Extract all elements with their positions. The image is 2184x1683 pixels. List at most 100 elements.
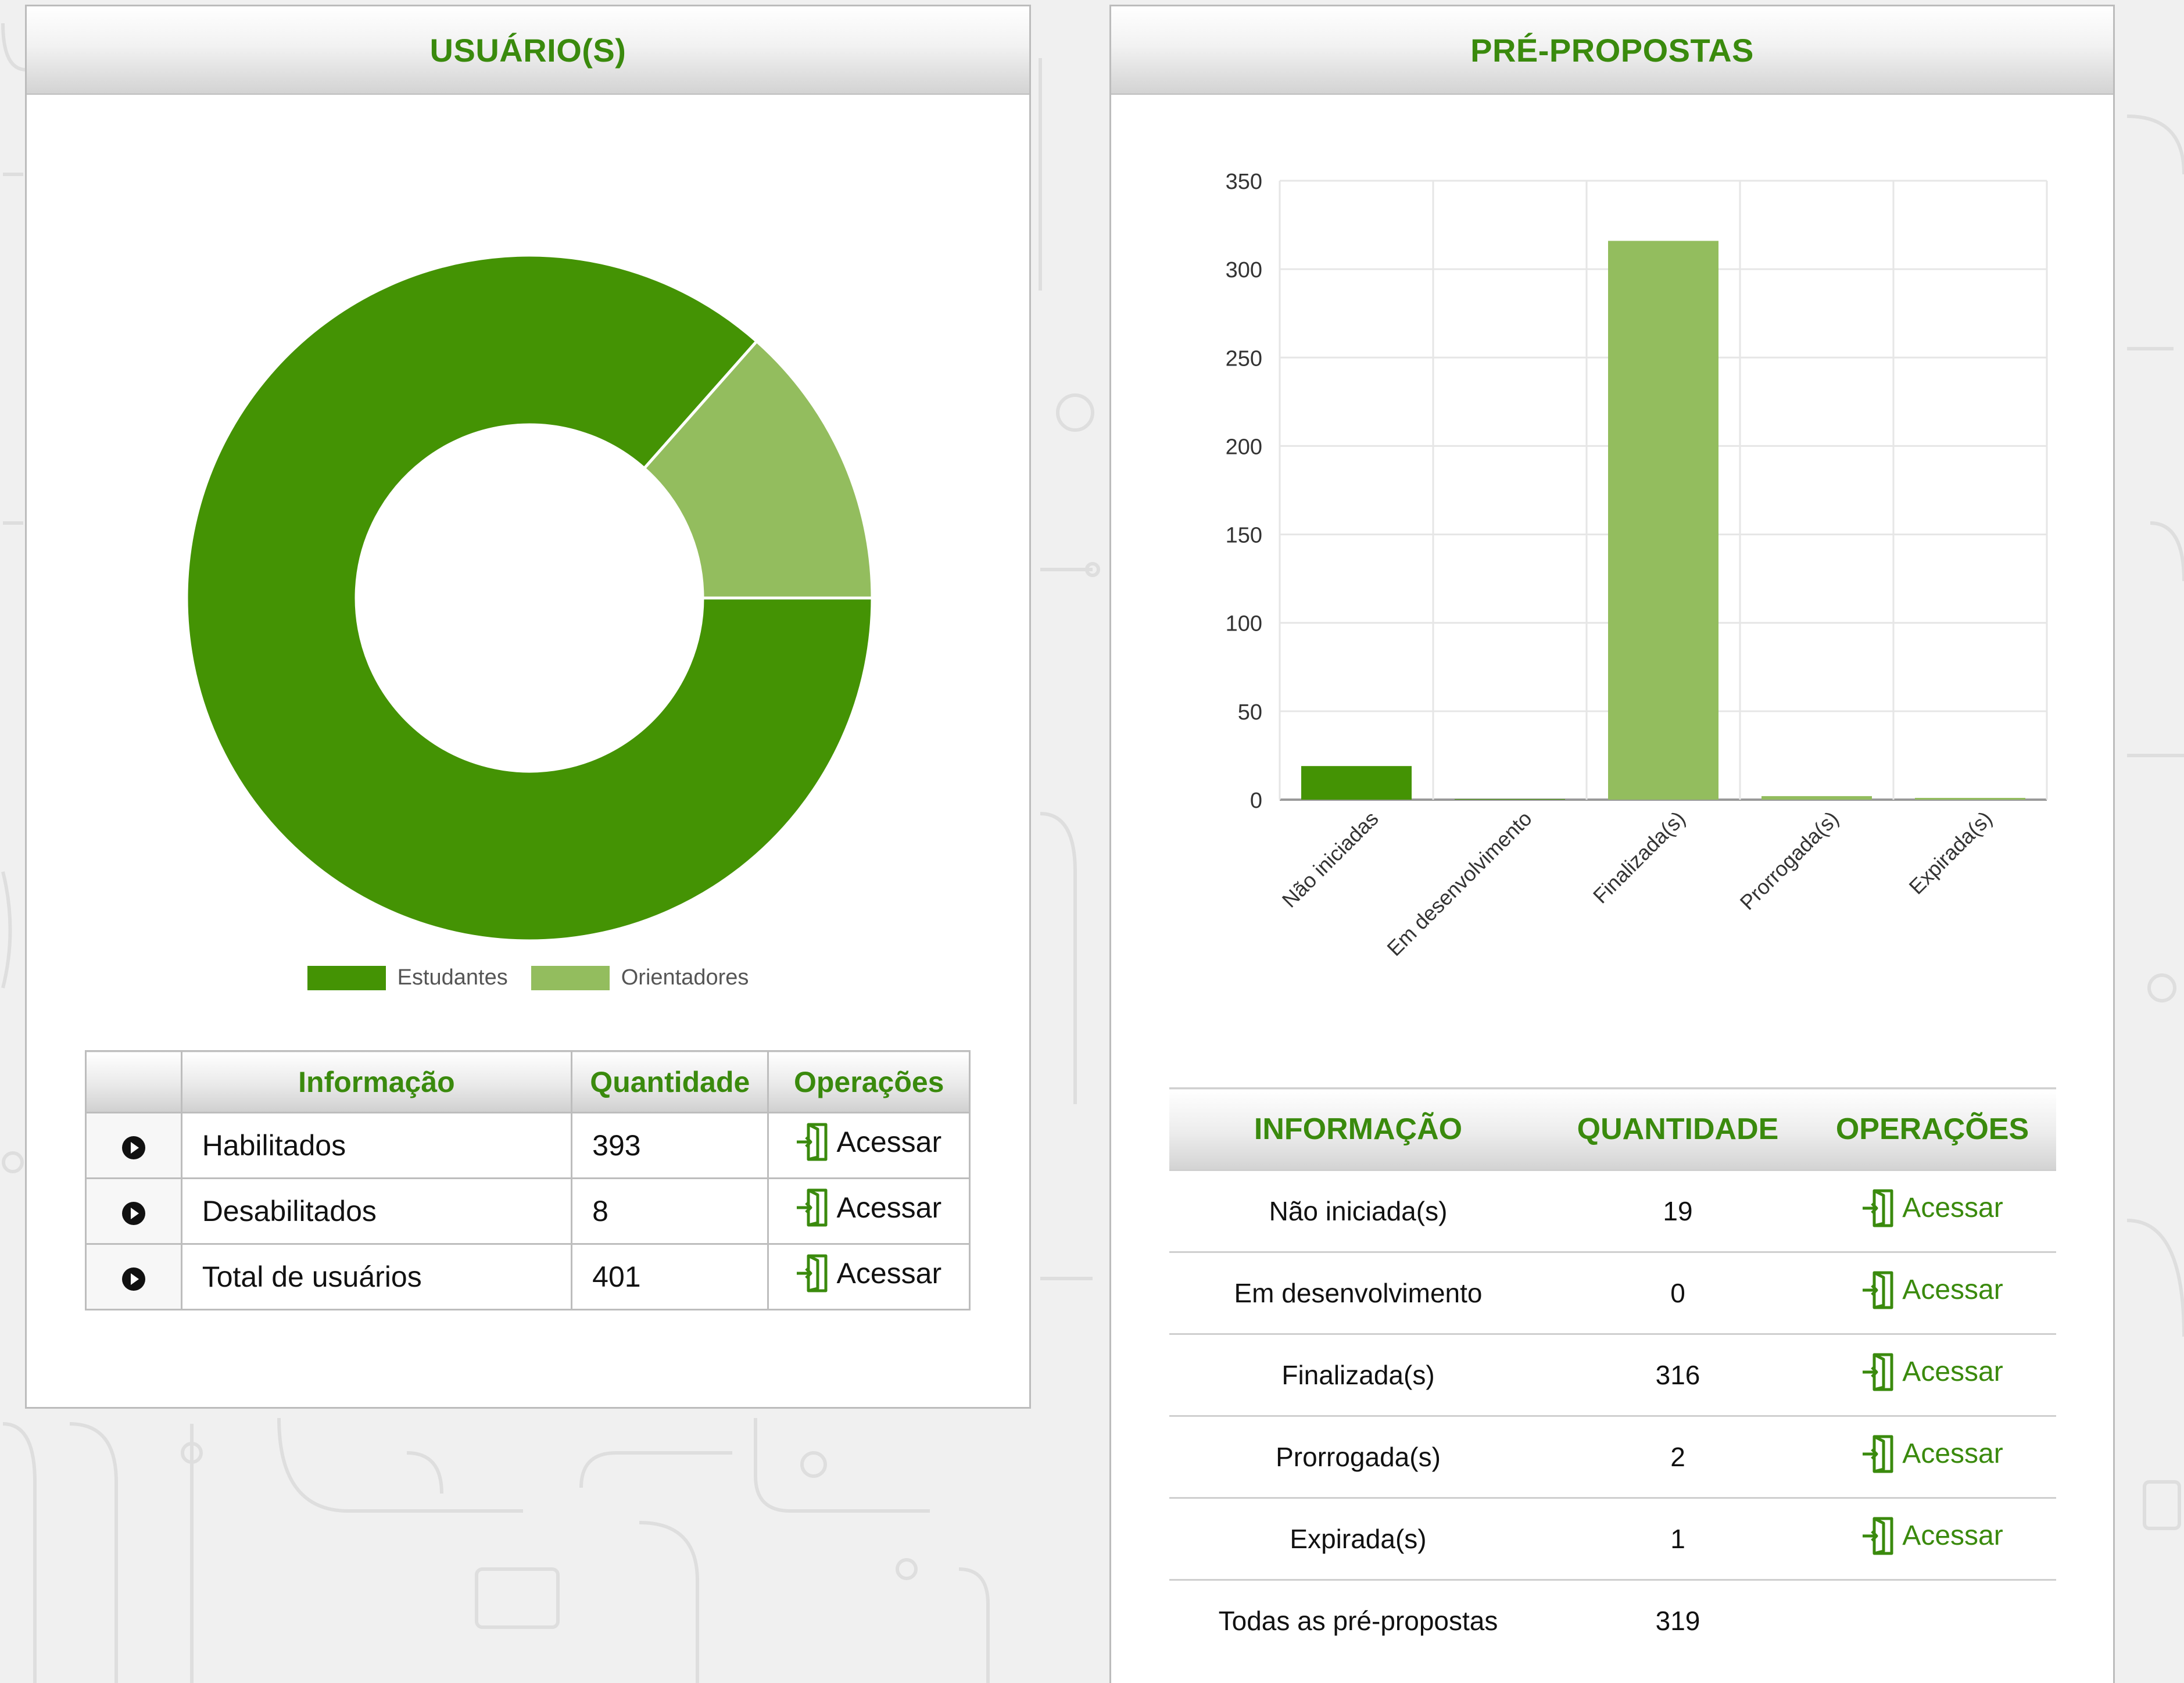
column-header-quantidade: QUANTIDADE xyxy=(1547,1087,1809,1170)
row-info: Habilitados xyxy=(180,1112,573,1179)
row-op-cell: Acessar xyxy=(1809,1333,2056,1416)
column-header-operacoes: OPERAÇÕES xyxy=(1809,1087,2056,1170)
row-info: Expirada(s) xyxy=(1169,1497,1547,1580)
acessar-link[interactable]: Acessar xyxy=(1861,1516,2003,1556)
row-bullet-cell xyxy=(85,1177,182,1245)
door-enter-icon xyxy=(797,1123,828,1161)
acessar-label: Acessar xyxy=(1902,1520,2003,1551)
column-header-blank xyxy=(85,1050,182,1113)
table-row: Desabilitados 8 Acessar xyxy=(85,1177,971,1245)
row-qty: 1 xyxy=(1547,1497,1809,1580)
table-row: Expirada(s) 1 Acessar xyxy=(1169,1497,2056,1580)
row-op-cell: Acessar xyxy=(767,1112,971,1179)
acessar-link[interactable]: Acessar xyxy=(796,1188,941,1227)
row-qty: 319 xyxy=(1547,1579,1809,1661)
legend-label-estudantes: Estudantes xyxy=(397,965,508,990)
row-op-cell: Acessar xyxy=(767,1243,971,1310)
pre-proposals-table-header-row: INFORMAÇÃO QUANTIDADE OPERAÇÕES xyxy=(1169,1087,2056,1170)
legend-label-orientadores: Orientadores xyxy=(621,965,749,990)
door-enter-icon xyxy=(797,1254,828,1292)
door-enter-icon xyxy=(1863,1517,1893,1555)
acessar-link[interactable]: Acessar xyxy=(1861,1352,2003,1392)
legend-swatch-orientadores xyxy=(531,965,610,990)
bar-3[interactable] xyxy=(1761,796,1872,800)
acessar-link[interactable]: Acessar xyxy=(1861,1434,2003,1474)
y-tick-label: 200 xyxy=(1226,435,1262,459)
acessar-label: Acessar xyxy=(836,1126,942,1158)
y-tick-label: 150 xyxy=(1226,524,1262,548)
row-info: Prorrogada(s) xyxy=(1169,1415,1547,1498)
y-tick-label: 350 xyxy=(1226,170,1262,194)
play-circle-icon[interactable] xyxy=(121,1267,145,1291)
bar-2[interactable] xyxy=(1608,241,1718,800)
row-info: Desabilitados xyxy=(180,1177,573,1245)
y-tick-label: 50 xyxy=(1238,700,1262,725)
users-table: Informação Quantidade Operações Habilita… xyxy=(85,1050,971,1310)
play-circle-icon[interactable] xyxy=(121,1201,145,1225)
table-row: Prorrogada(s) 2 Acessar xyxy=(1169,1415,2056,1498)
users-panel-title: USUÁRIO(S) xyxy=(429,31,626,69)
users-panel-header: USUÁRIO(S) xyxy=(27,6,1029,95)
acessar-link[interactable]: Acessar xyxy=(796,1254,941,1293)
x-tick-label: Finalizada(s) xyxy=(1588,807,1690,908)
row-info: Não iniciada(s) xyxy=(1169,1169,1547,1252)
acessar-label: Acessar xyxy=(1902,1274,2003,1305)
y-tick-label: 250 xyxy=(1226,346,1262,371)
row-info: Finalizada(s) xyxy=(1169,1333,1547,1416)
row-info: Todas as pré-propostas xyxy=(1169,1579,1547,1661)
play-circle-icon[interactable] xyxy=(121,1136,145,1159)
acessar-link[interactable]: Acessar xyxy=(796,1122,941,1162)
row-op-cell xyxy=(1809,1579,2056,1661)
users-donut-chart xyxy=(185,253,874,943)
table-row: Habilitados 393 Acessar xyxy=(85,1112,971,1179)
row-op-cell: Acessar xyxy=(1809,1251,2056,1334)
acessar-link[interactable]: Acessar xyxy=(1861,1270,2003,1310)
y-tick-label: 300 xyxy=(1226,258,1262,282)
legend-item-estudantes[interactable]: Estudantes xyxy=(307,965,508,990)
acessar-label: Acessar xyxy=(1902,1438,2003,1469)
users-chart-legend: Estudantes Orientadores xyxy=(27,965,1029,990)
row-qty: 0 xyxy=(1547,1251,1809,1334)
door-enter-icon xyxy=(1863,1353,1893,1391)
row-qty: 393 xyxy=(571,1112,769,1179)
row-bullet-cell xyxy=(85,1243,182,1310)
column-header-quantidade: Quantidade xyxy=(571,1050,769,1113)
pre-proposals-panel-title: PRÉ-PROPOSTAS xyxy=(1470,31,1754,69)
pre-proposals-panel-header: PRÉ-PROPOSTAS xyxy=(1111,6,2113,95)
door-enter-icon xyxy=(1863,1271,1893,1309)
acessar-link[interactable]: Acessar xyxy=(1861,1188,2003,1228)
row-bullet-cell xyxy=(85,1112,182,1179)
acessar-label: Acessar xyxy=(836,1257,942,1290)
door-enter-icon xyxy=(797,1188,828,1227)
row-op-cell: Acessar xyxy=(767,1177,971,1245)
acessar-label: Acessar xyxy=(1902,1193,2003,1223)
row-qty: 2 xyxy=(1547,1415,1809,1498)
table-row-total: Todas as pré-propostas 319 xyxy=(1169,1579,2056,1661)
legend-swatch-estudantes xyxy=(307,965,386,990)
bar-1[interactable] xyxy=(1455,799,1565,800)
table-row: Não iniciada(s) 19 Acessar xyxy=(1169,1169,2056,1252)
bar-4[interactable] xyxy=(1915,797,2025,800)
column-header-operacoes: Operações xyxy=(767,1050,971,1113)
row-qty: 316 xyxy=(1547,1333,1809,1416)
users-table-header-row: Informação Quantidade Operações xyxy=(85,1050,971,1113)
row-qty: 19 xyxy=(1547,1169,1809,1252)
door-enter-icon xyxy=(1863,1189,1893,1227)
legend-item-orientadores[interactable]: Orientadores xyxy=(531,965,749,990)
pre-proposals-table: INFORMAÇÃO QUANTIDADE OPERAÇÕES Não inic… xyxy=(1169,1087,2056,1661)
acessar-label: Acessar xyxy=(836,1191,942,1224)
column-header-informacao: Informação xyxy=(180,1050,573,1113)
donut-slice-orientadores[interactable] xyxy=(642,339,874,600)
y-tick-label: 100 xyxy=(1226,612,1262,636)
acessar-label: Acessar xyxy=(1902,1356,2003,1387)
pre-proposals-panel: PRÉ-PROPOSTAS 0 50 100 150 200 250 300 350 Não i… xyxy=(1109,5,2115,1683)
row-qty: 8 xyxy=(571,1177,769,1245)
x-tick-label: Não iniciadas xyxy=(1277,807,1383,912)
row-op-cell: Acessar xyxy=(1809,1169,2056,1252)
row-op-cell: Acessar xyxy=(1809,1497,2056,1580)
donut-slice-estudantes[interactable] xyxy=(185,253,874,943)
row-info: Em desenvolvimento xyxy=(1169,1251,1547,1334)
bar-0[interactable] xyxy=(1301,766,1412,800)
